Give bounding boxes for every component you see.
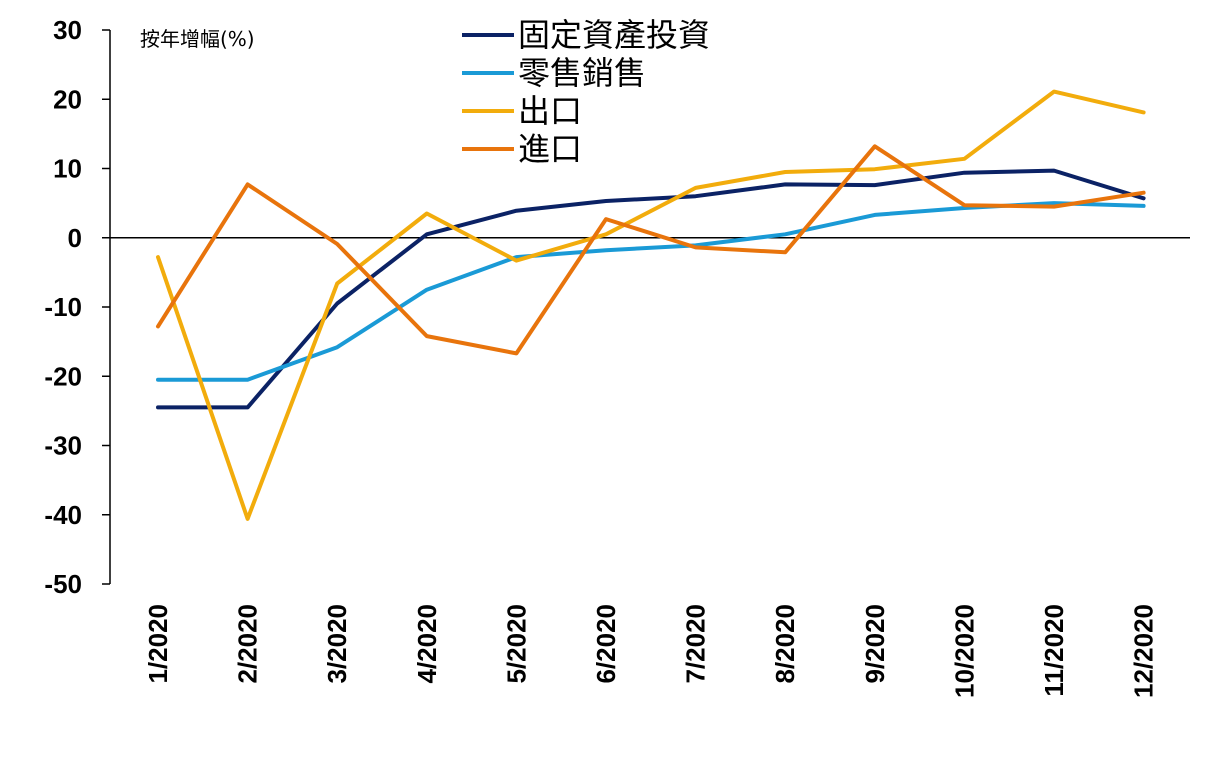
- x-tick-label: 12/2020: [1129, 604, 1159, 698]
- x-tick-label: 10/2020: [949, 604, 979, 698]
- x-tick-label: 8/2020: [770, 604, 800, 684]
- y-tick-label: -10: [44, 292, 82, 322]
- series-line-3: [156, 144, 1146, 356]
- legend-label: 固定資產投資: [518, 16, 710, 54]
- series-layer: [156, 89, 1146, 521]
- y-axis-label: 按年增幅(%): [140, 27, 255, 51]
- x-tick-label: 7/2020: [681, 604, 711, 684]
- x-tick-label: 9/2020: [860, 604, 890, 684]
- x-tick-label: 3/2020: [322, 604, 352, 684]
- x-tick-label: 11/2020: [1039, 604, 1069, 697]
- x-tick-label: 4/2020: [412, 604, 442, 684]
- y-tick-label: -40: [44, 500, 82, 530]
- x-tick-label: 5/2020: [501, 604, 531, 684]
- y-tick-label: 0: [68, 223, 82, 253]
- y-tick-label: -50: [44, 569, 82, 599]
- x-axis: 1/2020 2/2020 3/2020 4/2020 5/2020 6/2020 7/20…: [110, 237, 1190, 698]
- legend-label: 出口: [518, 92, 582, 130]
- x-tick-label: 2/2020: [233, 604, 263, 684]
- series-line-2: [156, 89, 1146, 521]
- x-tick-label: 6/2020: [591, 604, 621, 684]
- series-line-1: [156, 201, 1146, 382]
- legend-label: 零售銷售: [518, 54, 646, 92]
- y-axis: 30 20 10 0 -10 -20 -30 -40 -50: [44, 15, 111, 599]
- y-tick-label: 10: [53, 154, 82, 184]
- y-tick-label: -30: [44, 431, 82, 461]
- legend-label: 進口: [518, 130, 582, 168]
- y-tick-label: -20: [44, 361, 82, 391]
- x-tick-label: 1/2020: [143, 604, 173, 684]
- y-tick-label: 20: [53, 84, 82, 114]
- y-tick-label: 30: [53, 15, 82, 45]
